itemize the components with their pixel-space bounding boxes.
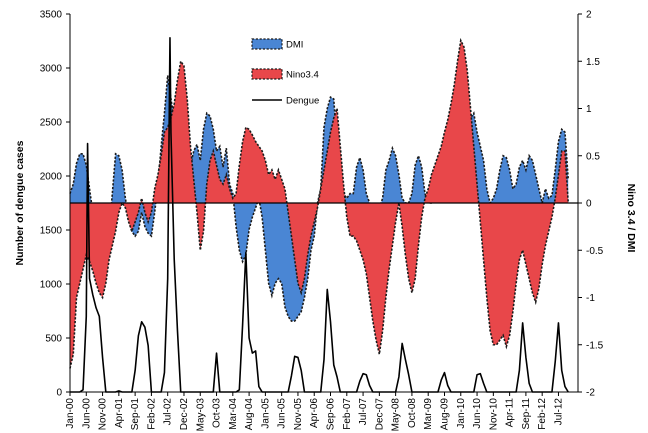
x-tick-label: Feb-02 <box>146 398 157 430</box>
y-tick-label-right: -1.5 <box>586 340 604 351</box>
legend: DMI Nino3.4 Dengue <box>251 38 319 107</box>
x-tick-label: Jul-12 <box>553 398 564 426</box>
x-tick-label: Jul-07 <box>358 398 369 426</box>
x-tick-label: Sep-11 <box>521 398 532 430</box>
x-tick-label: Nov-10 <box>488 398 499 431</box>
y-tick-label-left: 500 <box>45 334 62 345</box>
x-tick-label: Sep-06 <box>326 398 337 431</box>
x-tick-label: Aug-09 <box>439 398 450 431</box>
dengue-line <box>70 36 569 393</box>
x-tick-label: Nov-00 <box>98 398 109 431</box>
x-tick-label: Sep-01 <box>130 398 141 431</box>
x-tick-label: Oct-08 <box>407 398 418 428</box>
nino-outline <box>69 37 570 369</box>
legend-swatch-nino <box>251 68 283 80</box>
y-tick-label-right: -2 <box>586 388 595 399</box>
x-tick-label: Dec-07 <box>374 398 385 431</box>
y-tick-label-left: 2000 <box>40 172 63 183</box>
x-tick-label: May-08 <box>391 398 402 432</box>
x-tick-label: Oct-03 <box>212 398 223 428</box>
y-tick-label-left: 3000 <box>40 64 63 75</box>
y-tick-label-left: 1500 <box>40 226 63 237</box>
y-tick-label-left: 0 <box>56 388 62 399</box>
y-tick-label-right: 1.5 <box>586 57 600 68</box>
y-tick-label-left: 2500 <box>40 118 63 129</box>
legend-label-nino: Nino3.4 <box>286 70 319 81</box>
x-tick-label: Jan-00 <box>65 398 76 429</box>
x-tick-label: May-03 <box>195 398 206 432</box>
y-tick-label-right: 2 <box>586 10 592 21</box>
x-tick-label: Mar-04 <box>228 398 239 430</box>
y-axis-title-right: Nino 3.4 / DMI <box>625 184 637 253</box>
y-tick-label-left: 3500 <box>40 10 63 21</box>
x-tick-label: Feb-12 <box>537 398 548 430</box>
x-tick-label: Jan-10 <box>456 398 467 429</box>
legend-label-dengue: Dengue <box>286 96 319 107</box>
x-tick-label: Jan-05 <box>260 398 271 429</box>
x-tick-label: Dec-02 <box>179 398 190 431</box>
y-tick-label-right: 0.5 <box>586 151 600 162</box>
x-tick-label: Jun-00 <box>81 398 92 429</box>
y-tick-label-right: 1 <box>586 104 592 115</box>
x-tick-label: Nov-05 <box>293 398 304 431</box>
y-tick-label-left: 1000 <box>40 280 63 291</box>
x-tick-label: Mar-09 <box>423 398 434 430</box>
x-tick-label: Jul-02 <box>163 398 174 426</box>
x-tick-label: Aug-04 <box>244 398 255 431</box>
area-layer <box>69 37 578 369</box>
legend-swatch-dmi <box>251 38 283 50</box>
x-tick-label: Apr-01 <box>114 398 125 428</box>
x-tick-label: Apr-06 <box>309 398 320 428</box>
y-tick-label-right: -1 <box>586 293 595 304</box>
y-tick-label-right: -0.5 <box>586 246 604 257</box>
nino-area <box>70 40 569 369</box>
x-tick-label: Apr-11 <box>505 398 516 428</box>
x-tick-label: Feb-07 <box>342 398 353 430</box>
y-tick-label-right: 0 <box>586 199 592 210</box>
line-layer <box>70 36 569 393</box>
x-tick-label: Jun-05 <box>277 398 288 429</box>
legend-label-dmi: DMI <box>286 40 303 51</box>
tick-layer: 0 500 1000 1500 2000 2500 3000 3500 -2 -1.5 -1 -0.5… <box>40 10 604 432</box>
x-tick-label: Jun-10 <box>472 398 483 429</box>
y-axis-title-left: Number of dengue cases <box>14 140 26 265</box>
